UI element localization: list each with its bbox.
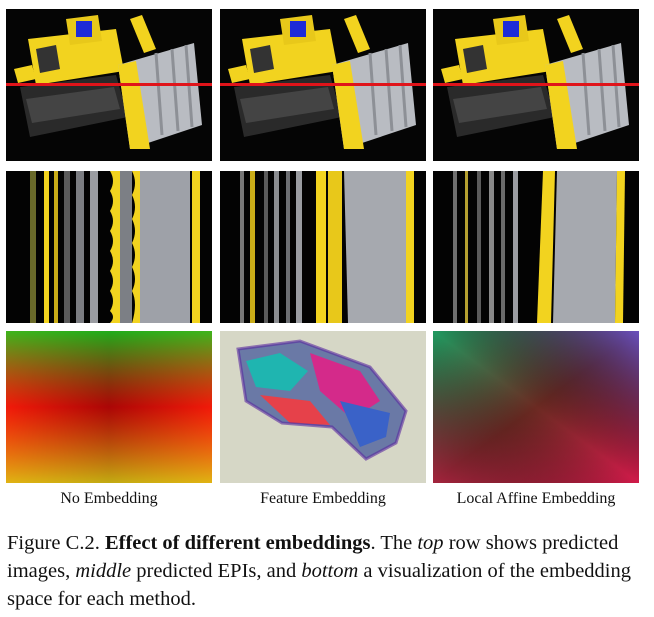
- predicted-image-no-embedding: [6, 9, 212, 161]
- caption-title: Effect of different embeddings: [104, 532, 371, 554]
- predicted-image-feature-embedding: [220, 9, 426, 161]
- scanline-marker: [433, 83, 639, 86]
- column-label-feature-embedding: Feature Embedding: [260, 490, 386, 507]
- predicted-image-local-affine-embedding: [433, 9, 639, 161]
- caption-text: . The: [370, 532, 418, 554]
- embedding-visualization-local-affine-embedding: [433, 331, 639, 483]
- predicted-epi-no-embedding: [6, 171, 212, 323]
- caption-prefix: Figure C.2.: [7, 532, 105, 554]
- predicted-epi-local-affine-embedding: [433, 171, 639, 323]
- caption-text: a visualization of the embedding space f…: [7, 560, 631, 610]
- predicted-epi-feature-embedding: [220, 171, 426, 323]
- caption-text: row shows predicted images,: [7, 532, 619, 582]
- embedding-visualization-no-embedding: [6, 331, 212, 483]
- caption-emphasis: middle: [75, 560, 132, 582]
- caption-emphasis: bottom: [301, 560, 359, 582]
- figure-caption: Figure C.2. Effect of different embeddin…: [7, 529, 647, 613]
- scanline-marker: [220, 83, 426, 86]
- caption-emphasis: top: [417, 532, 444, 554]
- column-label-no-embedding: No Embedding: [60, 490, 158, 507]
- column-label-local-affine-embedding: Local Affine Embedding: [456, 490, 616, 507]
- embedding-visualization-feature-embedding: [220, 331, 426, 483]
- caption-text: predicted EPIs, and: [131, 560, 302, 582]
- scanline-marker: [6, 83, 212, 86]
